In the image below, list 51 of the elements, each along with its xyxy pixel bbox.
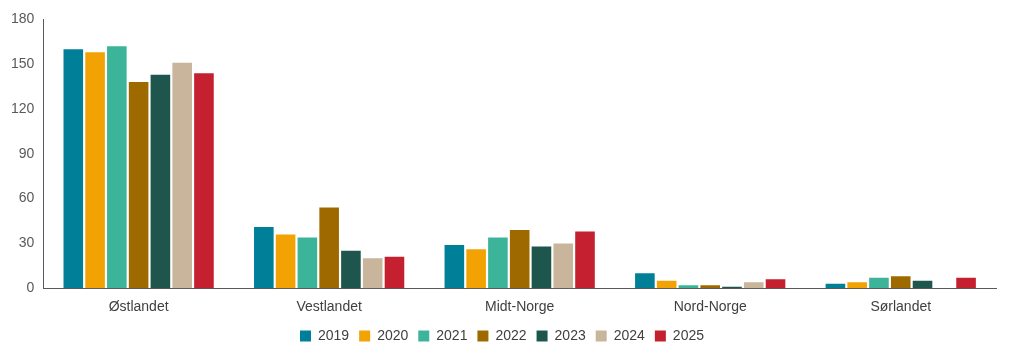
bar — [656, 280, 677, 289]
x-tick-label: Nord-Norge — [673, 298, 747, 315]
bar — [743, 282, 764, 289]
legend-label: 2021 — [436, 326, 468, 343]
legend-label: 2019 — [317, 326, 350, 343]
x-tick-label: Vestlandet — [296, 298, 362, 315]
y-tick-label: 60 — [18, 189, 35, 206]
bar — [444, 244, 465, 289]
bar — [912, 280, 933, 289]
bar — [575, 231, 595, 289]
bar — [128, 82, 149, 289]
bar — [553, 243, 574, 289]
bar — [956, 277, 976, 289]
legend-label: 2025 — [672, 326, 705, 343]
bar — [254, 226, 274, 289]
bar — [869, 277, 889, 289]
bar — [700, 285, 721, 289]
x-tick-label: Østlandet — [108, 298, 169, 315]
y-tick-label: 120 — [11, 99, 35, 116]
legend-label: 2024 — [613, 326, 646, 343]
x-tick-label: Sørlandet — [870, 298, 932, 315]
bar — [531, 246, 552, 289]
legend-label: 2023 — [554, 326, 586, 343]
bar — [384, 256, 405, 289]
bar — [765, 279, 786, 289]
bar — [341, 250, 361, 289]
y-tick-label: 0 — [26, 279, 35, 296]
bar — [466, 249, 486, 289]
bar — [172, 62, 192, 289]
bar — [488, 237, 508, 289]
y-tick-label: 150 — [11, 55, 35, 72]
bar — [890, 276, 911, 289]
bar — [678, 285, 699, 289]
y-tick-label: 180 — [11, 10, 35, 27]
bar — [194, 73, 214, 289]
bar — [150, 74, 171, 289]
bar — [63, 49, 84, 289]
bar — [847, 282, 867, 289]
bar — [275, 234, 296, 289]
y-tick-label: 90 — [18, 144, 35, 161]
bar — [362, 258, 383, 289]
bar — [107, 46, 127, 289]
y-tick-label: 30 — [18, 234, 35, 251]
legend-label: 2020 — [377, 326, 409, 343]
bar — [297, 237, 318, 289]
bar — [85, 52, 105, 289]
bar — [319, 207, 339, 289]
bar — [509, 229, 530, 289]
x-tick-label: Midt-Norge — [485, 298, 555, 315]
legend-label: 2022 — [495, 326, 527, 343]
bar — [635, 273, 655, 289]
